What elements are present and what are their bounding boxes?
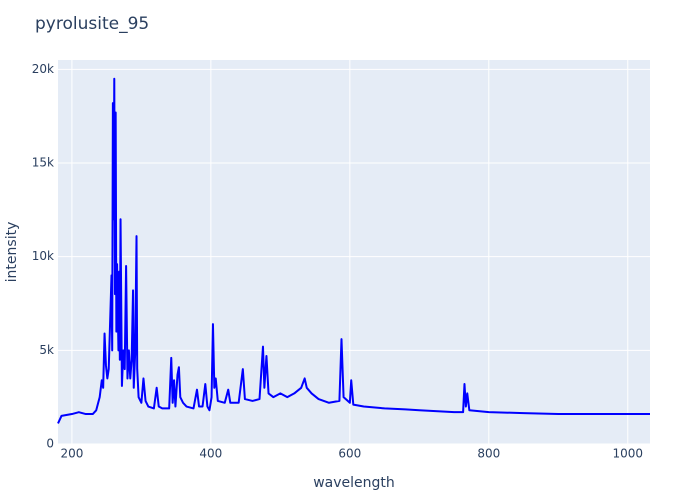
y-tick-label: 15k xyxy=(32,156,54,170)
x-tick-label: 200 xyxy=(60,447,83,461)
y-tick-label: 5k xyxy=(39,343,54,357)
x-tick-label: 1000 xyxy=(612,447,643,461)
x-axis-label: wavelength xyxy=(313,475,395,491)
x-tick-label: 400 xyxy=(199,447,222,461)
x-tick-label: 800 xyxy=(477,447,500,461)
x-tick-label: 600 xyxy=(338,447,361,461)
y-tick-label: 10k xyxy=(32,249,54,263)
y-axis-label: intensity xyxy=(4,222,20,283)
plot-area xyxy=(58,60,650,444)
chart-title: pyrolusite_95 xyxy=(35,14,149,34)
y-tick-label: 0 xyxy=(46,437,54,451)
y-tick-label: 20k xyxy=(32,62,54,76)
data-line xyxy=(57,77,650,424)
